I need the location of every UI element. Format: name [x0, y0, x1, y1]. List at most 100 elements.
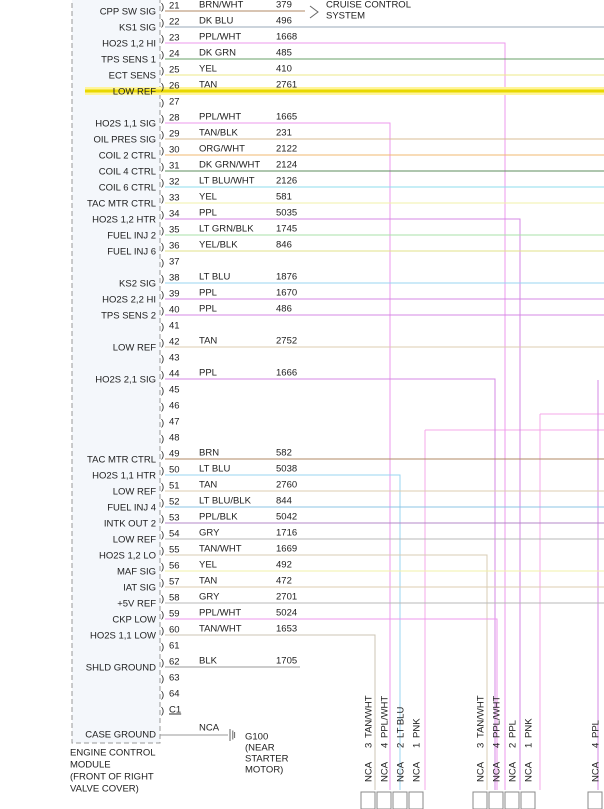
- wire-color: PPL: [199, 368, 217, 379]
- connector-pin-number: 2: [508, 743, 519, 748]
- connector-wire: PNK: [412, 718, 423, 738]
- connector-nca: NCA: [364, 761, 375, 782]
- connector-wire: PPL: [591, 720, 602, 738]
- wire: [165, 218, 521, 790]
- circuit-number: 472: [276, 576, 292, 587]
- wire-color: TAN/WHT: [199, 624, 242, 635]
- connector-wire: PPL: [508, 720, 519, 738]
- pin-bracket: ): [161, 146, 164, 157]
- connector-nca: NCA: [412, 761, 423, 782]
- pin-bracket: ): [161, 354, 164, 365]
- connector-wire: TAN/WHT: [476, 695, 487, 738]
- connector-nca: NCA: [524, 761, 535, 782]
- circuit-number: 2124: [276, 160, 297, 171]
- pin-number: 55: [169, 545, 180, 556]
- wire-color: TAN/WHT: [199, 544, 242, 555]
- connector-pin: 2 LT BLU NCA: [396, 707, 407, 782]
- circuit-number: 1665: [276, 112, 297, 123]
- pin-bracket: ): [161, 226, 164, 237]
- pin-number: 26: [169, 81, 180, 92]
- circuit-number: 1653: [276, 624, 297, 635]
- circuit-number: 1668: [276, 32, 297, 43]
- pin-number: 43: [169, 353, 180, 364]
- pin-bracket: ): [161, 418, 164, 429]
- wire-color: PPL/WHT: [199, 112, 241, 123]
- circuit-number: 844: [276, 496, 292, 507]
- connector-nca: NCA: [380, 761, 391, 782]
- pin-bracket: ): [161, 674, 164, 685]
- connector-terminal: [504, 791, 520, 809]
- pin-number: 46: [169, 401, 180, 412]
- pin-number: 44: [169, 369, 180, 380]
- pin-number: 42: [169, 337, 180, 348]
- module-box: [71, 0, 161, 744]
- circuit-number: 485: [276, 48, 292, 59]
- pin-number: 23: [169, 33, 180, 44]
- wire-color: GRY: [199, 528, 220, 539]
- connector-pin: 1 PNK NCA: [524, 718, 535, 782]
- connector-wire: TAN/WHT: [364, 695, 375, 738]
- signal-label: LOW REF: [113, 343, 156, 354]
- pin-bracket: ): [161, 626, 164, 637]
- circuit-number: 1705: [276, 656, 297, 667]
- signal-label: TPS SENS 2: [101, 311, 156, 322]
- connector-wire: LT BLU: [396, 707, 407, 738]
- connector-pin-number: 4: [591, 743, 602, 748]
- connector-pin: 3 TAN/WHT NCA: [476, 695, 487, 782]
- pin-number: 59: [169, 609, 180, 620]
- connector-nca: NCA: [508, 761, 519, 782]
- pin-number: 53: [169, 513, 180, 524]
- connector-nca: NCA: [591, 761, 602, 782]
- wire-color: BRN: [199, 448, 219, 459]
- pin-bracket: ): [161, 402, 164, 413]
- pin-bracket: ): [161, 258, 164, 269]
- wire-color: YEL/BLK: [199, 240, 238, 251]
- connector-terminal: [360, 791, 376, 809]
- ground-location: STARTER: [245, 754, 289, 765]
- pin-bracket: ): [161, 82, 164, 93]
- wire-color: LT GRN/BLK: [199, 224, 254, 235]
- pin-bracket: ): [161, 130, 164, 141]
- wire-color: LT BLU/WHT: [199, 176, 255, 187]
- signal-label: OIL PRES SIG: [94, 135, 156, 146]
- module-label: MODULE: [70, 760, 111, 771]
- circuit-number: 582: [276, 448, 292, 459]
- wire-color: GRY: [199, 592, 220, 603]
- pin-number: 34: [169, 209, 180, 220]
- signal-label: TAC MTR CTRL: [87, 199, 156, 210]
- pin-number: 25: [169, 65, 180, 76]
- pin-number: 54: [169, 529, 180, 540]
- signal-label: LOW REF: [113, 535, 156, 546]
- pin-bracket: ): [161, 658, 164, 669]
- circuit-number: 581: [276, 192, 292, 203]
- connector-terminal: [488, 791, 504, 809]
- pin-bracket: ): [161, 290, 164, 301]
- connector-wire: PPL/WHT: [492, 696, 503, 738]
- pin-number: 47: [169, 417, 180, 428]
- connector-terminal: [376, 791, 392, 809]
- connector-nca: NCA: [492, 761, 503, 782]
- pin-bracket: ): [161, 338, 164, 349]
- pin-bracket: ): [161, 178, 164, 189]
- wire-color: TAN: [199, 80, 217, 91]
- pin-bracket: ): [161, 706, 164, 717]
- circuit-number: 231: [276, 128, 292, 139]
- circuit-number: 2701: [276, 592, 297, 603]
- circuit-number: 1670: [276, 288, 297, 299]
- signal-label: COIL 6 CTRL: [99, 183, 156, 194]
- connector-pin-number: 3: [364, 743, 375, 748]
- wire-color: PPL/WHT: [199, 608, 241, 619]
- module-label: VALVE COVER): [70, 784, 139, 795]
- circuit-number: 5038: [276, 464, 297, 475]
- signal-label: CPP SW SIG: [100, 7, 156, 18]
- wire-color: DK GRN: [199, 48, 236, 59]
- connector-pin-number: 4: [380, 743, 391, 748]
- signal-label: HO2S 1,1 SIG: [95, 119, 156, 130]
- wire: [165, 634, 376, 790]
- wire: [165, 122, 391, 790]
- pin-bracket: ): [161, 690, 164, 701]
- wire-color: BRN/WHT: [199, 0, 244, 11]
- pin-number: 51: [169, 481, 180, 492]
- module-label: (FRONT OF RIGHT: [70, 772, 154, 783]
- pin-bracket: ): [161, 306, 164, 317]
